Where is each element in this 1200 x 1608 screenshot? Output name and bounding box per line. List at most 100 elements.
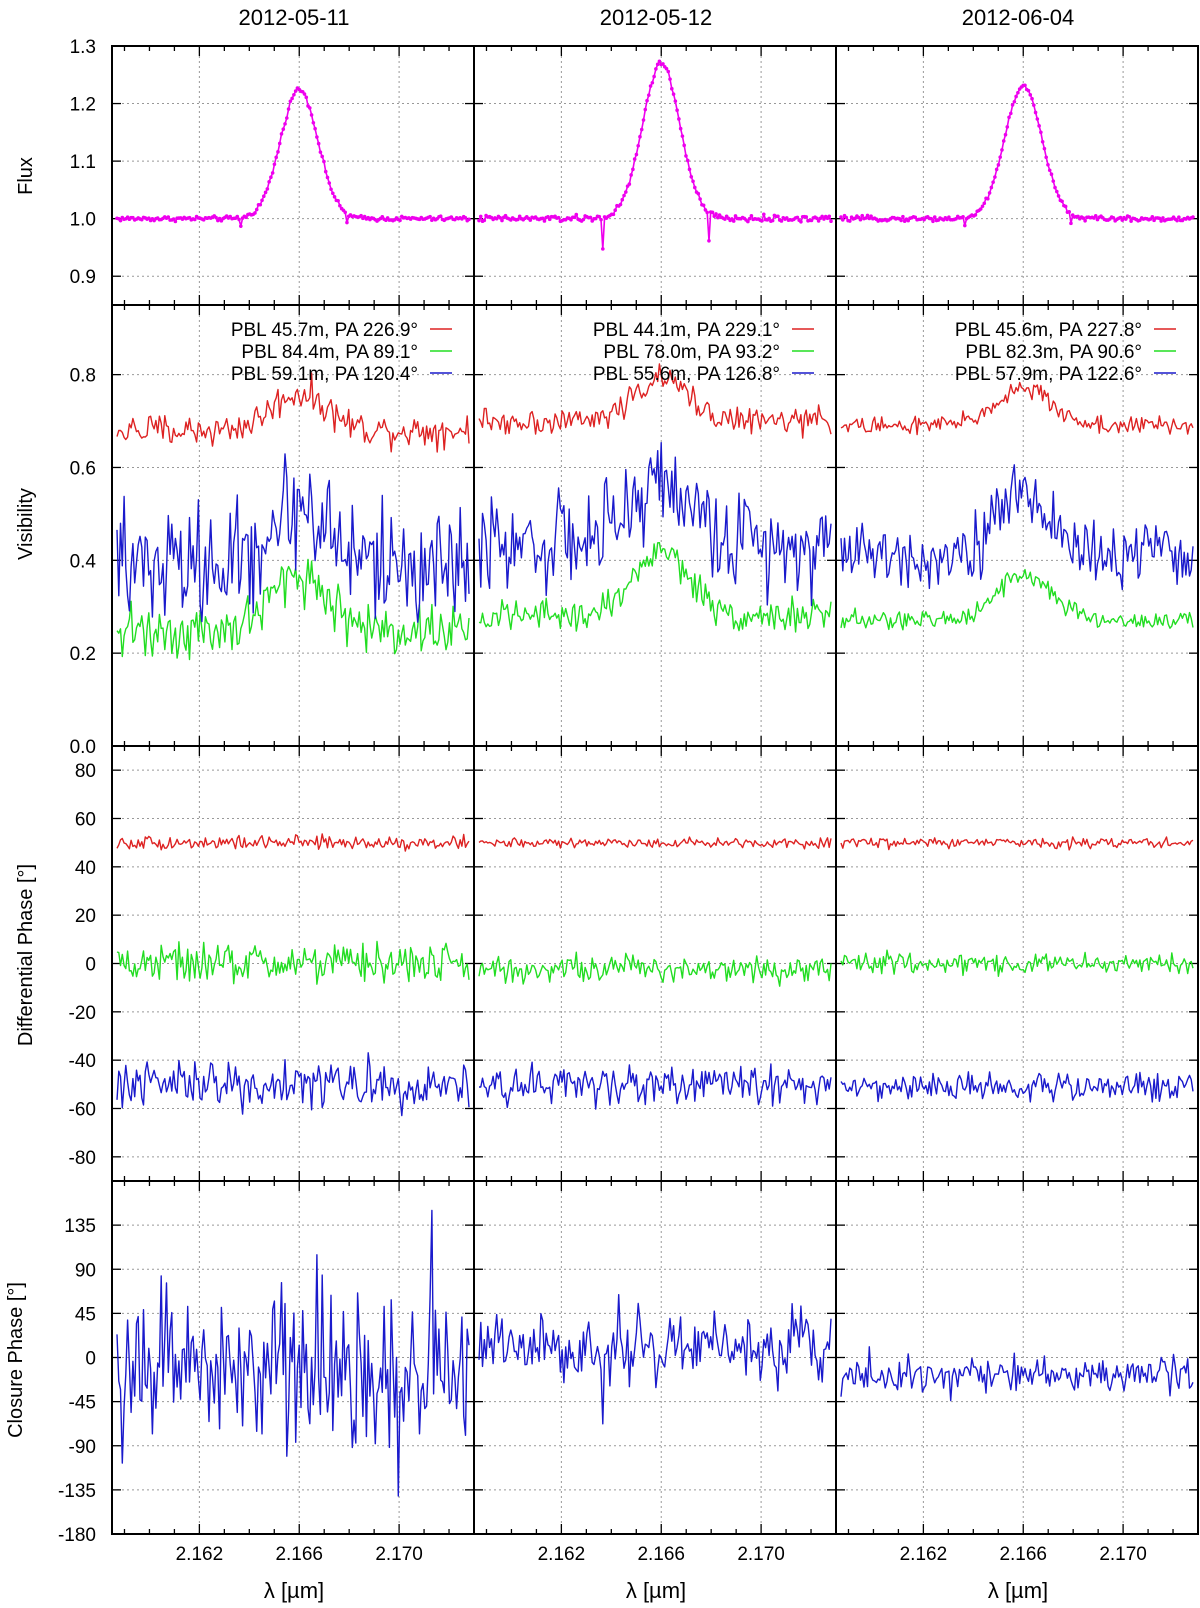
flux-point	[336, 199, 340, 203]
flux-point	[325, 175, 330, 180]
flux-point	[482, 218, 487, 223]
flux-point	[428, 214, 432, 219]
flux-point	[827, 214, 832, 219]
flux-point	[332, 195, 337, 199]
flux-point	[338, 203, 342, 208]
flux-point	[611, 212, 616, 217]
flux-point	[613, 208, 617, 213]
x-tick-label: 2.166	[637, 1544, 685, 1565]
flux-point	[761, 212, 766, 217]
flux-point	[860, 213, 865, 218]
flux-point	[767, 216, 771, 221]
y-tick-label-cphi: 135	[64, 1216, 96, 1237]
flux-point	[281, 127, 286, 131]
flux-point	[858, 217, 863, 222]
y-tick-label-dphi: 20	[75, 906, 96, 927]
flux-point	[1051, 179, 1056, 183]
flux-point	[601, 247, 605, 251]
flux-point	[1191, 215, 1195, 219]
flux-point	[675, 108, 679, 113]
flux-point	[331, 191, 335, 196]
differential-phase-line-2	[478, 951, 832, 987]
flux-point	[641, 118, 646, 122]
flux-point	[302, 92, 307, 96]
flux-point	[276, 150, 280, 154]
flux-point	[1063, 204, 1068, 209]
flux-point	[731, 219, 736, 223]
flux-point	[624, 190, 628, 194]
ylabel-closure-phase: Closure Phase [°]	[5, 1282, 27, 1438]
y-tick-label-dphi: -80	[69, 1148, 96, 1169]
flux-point	[528, 218, 533, 222]
flux-point	[1093, 214, 1098, 218]
ylabel-differential-phase: Differential Phase [°]	[15, 864, 37, 1046]
flux-line	[116, 87, 470, 227]
differential-phase-line-1	[478, 836, 832, 850]
flux-point	[982, 201, 987, 206]
x-tick-label: 2.170	[737, 1544, 785, 1565]
y-tick-label-cphi: 90	[75, 1260, 96, 1281]
flux-point	[993, 175, 997, 179]
flux-point	[931, 219, 935, 224]
differential-phase-line-3	[479, 1061, 832, 1110]
flux-point	[650, 81, 655, 85]
flux-point	[913, 215, 918, 220]
xlabel-col-2: λ [µm]	[626, 1578, 686, 1603]
flux-point	[467, 217, 471, 222]
flux-point	[996, 163, 1001, 167]
flux-point	[643, 107, 648, 112]
flux-point	[696, 191, 701, 196]
flux-point	[839, 215, 843, 219]
y-tick-label-dphi: -20	[69, 1003, 96, 1024]
flux-point	[1150, 215, 1155, 219]
flux-point	[677, 117, 681, 121]
flux-point	[293, 89, 298, 93]
flux-point	[1009, 111, 1013, 116]
flux-point	[322, 159, 326, 164]
flux-point	[698, 197, 702, 201]
flux-point	[166, 215, 171, 219]
flux-point	[816, 219, 821, 223]
flux-point	[1023, 83, 1027, 88]
flux-point	[1127, 215, 1132, 219]
flux-point	[359, 213, 363, 218]
flux-point	[682, 143, 686, 148]
flux-point	[840, 218, 845, 222]
flux-point	[262, 194, 266, 198]
flux-point	[279, 132, 284, 136]
flux-point	[760, 218, 764, 223]
flux-point	[647, 93, 651, 97]
flux-point	[687, 167, 692, 172]
flux-point	[998, 155, 1002, 159]
y-tick-label-vis: 0.8	[70, 366, 96, 387]
flux-point	[478, 214, 483, 219]
flux-point	[701, 203, 706, 208]
flux-point	[1044, 155, 1048, 160]
flux-point	[1067, 210, 1071, 214]
flux-point	[654, 67, 658, 71]
y-tick-label-cphi: 45	[75, 1304, 96, 1325]
flux-point	[258, 202, 263, 207]
flux-point	[707, 238, 711, 243]
y-tick-label-dphi: 60	[75, 810, 96, 831]
flux-point	[666, 69, 671, 74]
flux-point	[994, 167, 999, 172]
flux-point	[274, 155, 278, 160]
flux-point	[714, 212, 718, 216]
flux-point	[770, 218, 775, 223]
flux-point	[547, 217, 552, 222]
differential-phase-line-1	[840, 836, 1194, 851]
differential-phase-line-2	[840, 949, 1194, 977]
xlabel-col-3: λ [µm]	[988, 1578, 1048, 1603]
flux-point	[272, 162, 277, 167]
legend-label-1: PBL 44.1m, PA 229.1°	[593, 320, 780, 341]
flux-point	[173, 219, 178, 224]
flux-point	[540, 216, 545, 221]
flux-point	[1000, 148, 1004, 152]
visibility-line-2	[116, 558, 470, 661]
flux-point	[345, 220, 349, 225]
xlabel-col-1: λ [µm]	[264, 1578, 324, 1603]
flux-point	[1159, 219, 1163, 223]
flux-point	[622, 193, 626, 198]
flux-point	[277, 141, 282, 146]
